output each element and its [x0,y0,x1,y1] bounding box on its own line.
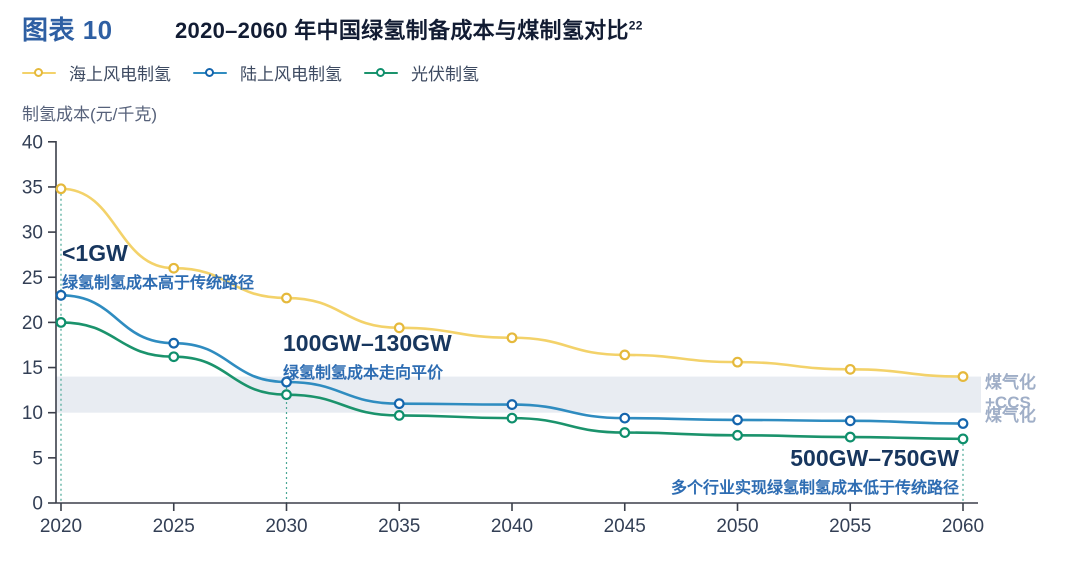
solar-pv-marker [393,410,405,421]
annotation-stage3: 500GW–750GW 多个行业实现绿氢制氢成本低于传统路径 [671,446,959,498]
offshore-wind-marker [732,356,743,368]
y-tick-label: 40 [22,132,43,153]
offshore-wind-marker [844,363,856,375]
legend-item-solar-pv: 光伏制氢 [364,60,479,85]
x-tick-label: 2040 [491,516,533,537]
onshore-wind-marker [393,398,405,410]
title-superscript: 22 [628,18,643,33]
y-tick-label: 25 [22,268,43,289]
x-tick-label: 2045 [604,516,646,537]
onshore-wind-line [59,294,965,425]
band-label-coal-gasification-ccs: 煤气化+CCS [985,373,1036,412]
y-tick-label: 0 [32,494,43,515]
annotation-title: <1GW [62,240,128,266]
onshore-wind-marker [168,337,180,349]
annotation-title: 100GW–130GW [283,330,452,356]
solar-pv-marker [732,429,743,441]
line-marker-icon [364,67,398,78]
legend-label: 海上风电制氢 [69,65,171,84]
onshore-wind-marker [55,289,67,301]
onshore-wind-marker [732,414,743,426]
onshore-wind-marker [844,415,856,427]
line-marker-icon [193,67,227,78]
figure-label: 图表 10 [22,15,113,45]
annotation-title: 500GW–750GW [790,445,959,471]
onshore-wind-marker [506,399,518,410]
legend-label: 陆上风电制氢 [240,65,342,84]
y-tick-label: 10 [22,403,43,424]
onshore-wind-marker [281,376,292,388]
legend-item-onshore-wind: 陆上风电制氢 [193,60,342,85]
annotation-text: 多个行业实现绿氢制氢成本低于传统路径 [670,480,959,498]
coal-cost-band [56,376,981,413]
x-tick-label: 2055 [829,516,871,537]
solar-pv-line [59,321,965,441]
y-tick-label: 30 [22,223,43,244]
y-tick-label: 5 [32,448,43,469]
band-label-coal-gasification: 煤气化 [985,406,1036,425]
chart-title: 2020–2060 年中国绿氢制备成本与煤制氢对比22 [175,13,643,45]
solar-pv-marker [168,351,180,363]
solar-pv-marker [844,431,856,443]
solar-pv-marker [957,433,969,445]
x-tick-label: 2035 [378,516,420,537]
x-tick-label: 2050 [716,516,758,537]
offshore-wind-marker [168,262,180,274]
x-tick-label: 2025 [153,516,195,537]
line-marker-icon [22,67,56,78]
y-axis-label: 制氢成本(元/千克) [22,105,158,124]
offshore-wind-marker [393,322,405,334]
solar-pv-marker [619,427,631,438]
offshore-wind-marker [506,332,518,344]
offshore-wind-marker [619,349,631,361]
y-tick-label: 15 [22,358,43,379]
annotation-stage2: 100GW–130GW 绿氢制氢成本走向平价 [283,331,452,383]
annotation-stage1: <1GW 绿氢制氢成本高于传统路径 [62,241,254,293]
x-tick-label: 2060 [942,516,984,537]
onshore-wind-marker [619,412,631,424]
offshore-wind-marker [281,292,292,304]
offshore-wind-marker [55,183,67,195]
y-tick-label: 35 [22,177,43,198]
y-tick-label: 20 [22,313,43,334]
solar-pv-marker [281,389,292,401]
annotation-text: 绿氢制氢成本走向平价 [283,365,444,383]
x-tick-label: 2030 [265,516,307,537]
offshore-wind-line [59,187,965,378]
chart-title-text: 2020–2060 年中国绿氢制备成本与煤制氢对比 [175,18,629,43]
offshore-wind-marker [957,371,969,382]
legend-label: 光伏制氢 [411,65,479,84]
x-tick-label: 2020 [40,516,82,537]
annotation-text: 绿氢制氢成本高于传统路径 [62,275,255,293]
solar-pv-marker [506,412,518,424]
onshore-wind-marker [957,418,969,429]
legend-item-offshore-wind: 海上风电制氢 [22,60,171,85]
solar-pv-marker [55,316,67,328]
chart-legend: 海上风电制氢 陆上风电制氢 光伏制氢 [22,60,479,85]
